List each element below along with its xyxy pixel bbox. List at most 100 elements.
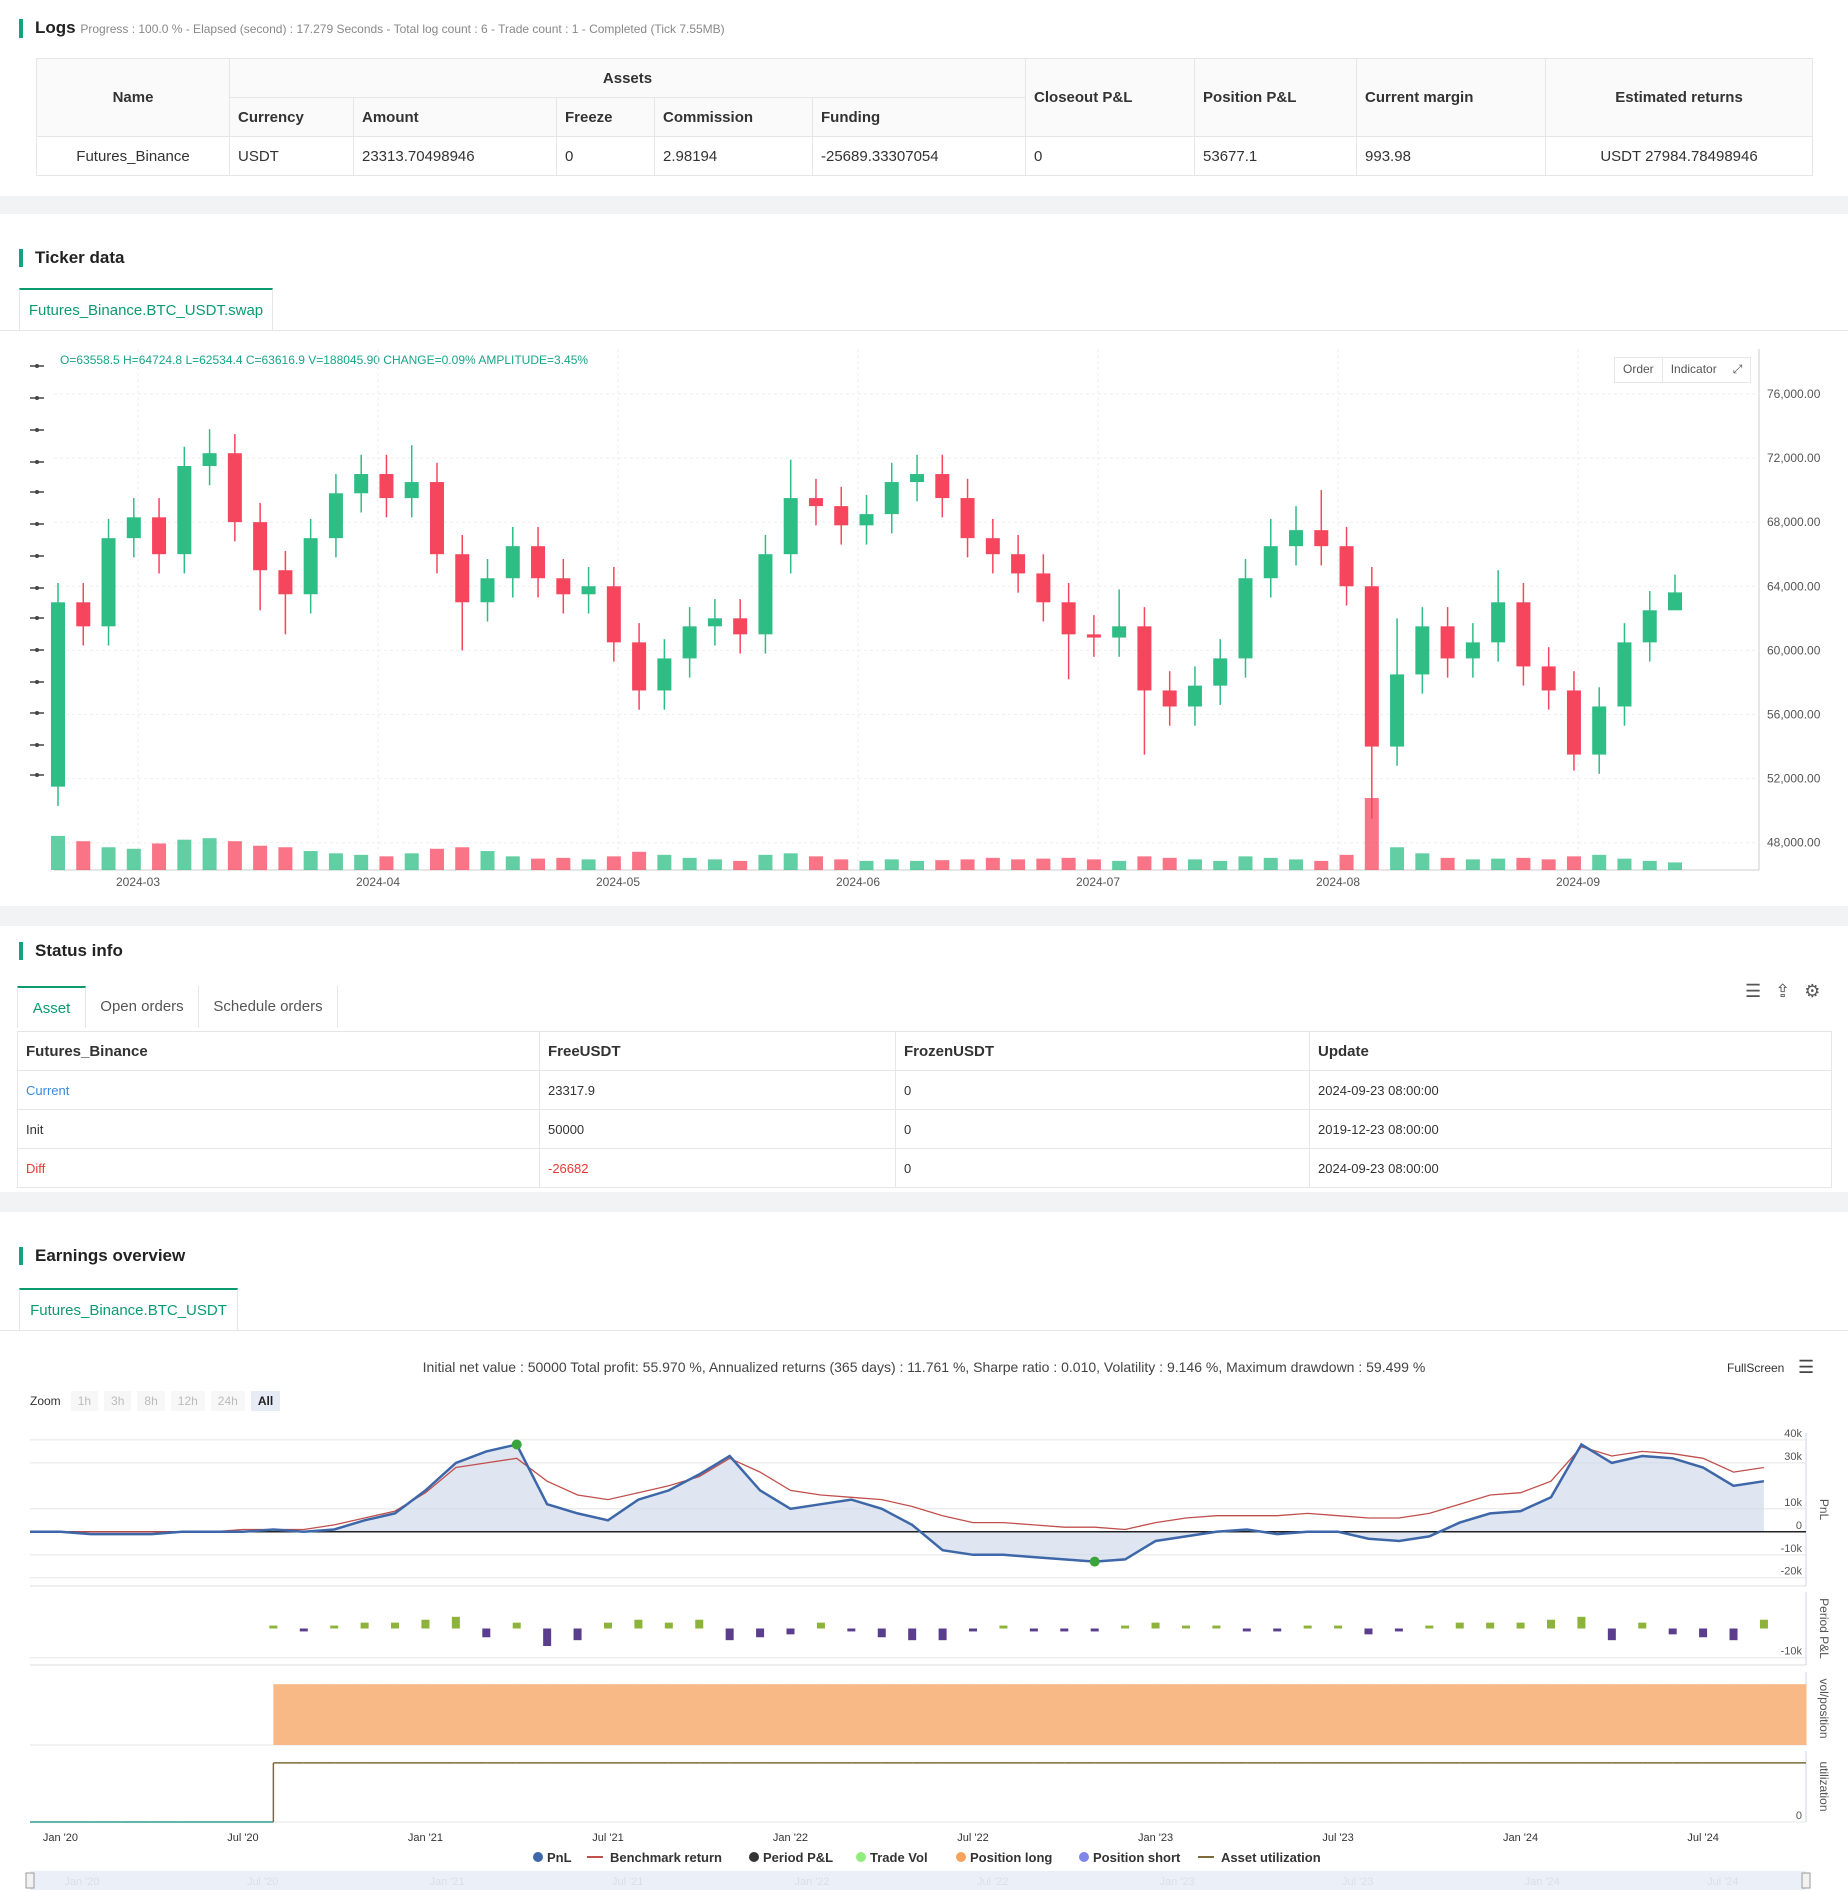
tool-icon[interactable]	[35, 680, 39, 684]
volume-bar	[884, 859, 899, 870]
position-area	[729, 1684, 761, 1745]
tool-icon[interactable]	[35, 428, 39, 432]
legend-label[interactable]: Position short	[1093, 1850, 1181, 1865]
x-tick-label: Jan '24	[1503, 1832, 1538, 1844]
tool-icon[interactable]	[35, 522, 39, 526]
volume-bar	[253, 845, 268, 870]
legend-label[interactable]: Asset utilization	[1221, 1850, 1321, 1865]
position-area	[1307, 1684, 1339, 1745]
menu-icon[interactable]: ☰	[1798, 1357, 1815, 1377]
tool-icon[interactable]	[35, 711, 39, 715]
zoom-button[interactable]: All	[250, 1391, 281, 1411]
period-bar	[1334, 1625, 1343, 1629]
cell: -25689.33307054	[811, 136, 1027, 176]
tab[interactable]: Open orders	[86, 986, 199, 1028]
position-area	[273, 1684, 305, 1745]
zoom-button[interactable]: 12h	[170, 1391, 205, 1411]
volume-bar	[177, 839, 192, 870]
legend-label[interactable]: Trade Vol	[870, 1850, 928, 1865]
volume-bar	[126, 848, 141, 870]
candle-body	[960, 498, 975, 539]
volume-bar	[556, 857, 571, 870]
volume-bar	[429, 848, 444, 870]
volume-bar	[935, 860, 950, 870]
period-bar	[421, 1619, 430, 1629]
period-bar	[969, 1628, 978, 1632]
candle-body	[1238, 578, 1253, 659]
legend-label[interactable]: Position long	[970, 1850, 1052, 1865]
tool-icon[interactable]	[35, 616, 39, 620]
position-area	[1003, 1684, 1035, 1745]
tool-icon[interactable]	[35, 743, 39, 747]
navigator[interactable]	[30, 1871, 1806, 1890]
period-bar	[299, 1628, 308, 1632]
candle-body	[1339, 546, 1354, 587]
tool-icon[interactable]	[35, 460, 39, 464]
period-bar	[1668, 1628, 1677, 1635]
benchmark-line	[30, 1446, 1764, 1533]
navigator-handle[interactable]	[25, 1872, 35, 1889]
period-bar	[1516, 1622, 1525, 1629]
period-bar	[1242, 1628, 1251, 1632]
cell: -26682	[539, 1148, 896, 1188]
y-tick-label: -10k	[1781, 1646, 1803, 1658]
tab[interactable]: Schedule orders	[199, 986, 338, 1028]
position-area	[699, 1684, 731, 1745]
indicator-button[interactable]: Indicator	[1670, 362, 1717, 376]
period-bar	[1729, 1628, 1738, 1641]
legend-marker[interactable]	[856, 1852, 866, 1862]
position-area	[1155, 1684, 1187, 1745]
tool-icon[interactable]	[35, 364, 39, 368]
candle-body	[480, 578, 495, 603]
header-cell: Freeze	[556, 97, 655, 137]
order-button[interactable]: Order	[1615, 358, 1663, 382]
candle-body	[935, 474, 950, 499]
candle-body	[429, 482, 444, 555]
volume-bar	[682, 857, 697, 870]
volume-bar	[581, 859, 596, 870]
period-bar	[1121, 1625, 1130, 1629]
volume-bar	[1289, 859, 1304, 870]
tool-icon[interactable]	[35, 773, 39, 777]
period-bar	[1577, 1616, 1586, 1629]
position-area	[1733, 1684, 1765, 1745]
candle-body	[202, 453, 217, 467]
earnings-chart: 40k 30k 10k 0 -10k -20k PnL -10k Period P&L 0 vol/…	[25, 1428, 1831, 1890]
expand-icon[interactable]: ⤢	[1732, 362, 1743, 376]
legend-label[interactable]: PnL	[547, 1850, 572, 1865]
legend-marker[interactable]	[956, 1852, 966, 1862]
tool-icon[interactable]	[35, 490, 39, 494]
candle-body	[1491, 602, 1506, 643]
period-bar	[1455, 1622, 1464, 1629]
zoom-button[interactable]: 8h	[137, 1391, 165, 1411]
tool-icon[interactable]	[35, 648, 39, 652]
toolbar-icons[interactable]: ☰⇪⚙	[1745, 981, 1835, 1001]
tool-icon[interactable]	[35, 396, 39, 400]
tool-icon[interactable]	[35, 554, 39, 558]
tab[interactable]: Futures_Binance.BTC_USDT.swap	[19, 288, 273, 330]
legend-marker[interactable]	[533, 1852, 543, 1862]
period-bar	[786, 1628, 795, 1635]
zoom-button[interactable]: 1h	[70, 1391, 99, 1411]
legend-label[interactable]: Benchmark return	[610, 1850, 722, 1865]
period-bar	[482, 1628, 491, 1638]
cell: Init	[17, 1109, 540, 1149]
fullscreen-button[interactable]: FullScreen	[1727, 1361, 1785, 1375]
zoom-button[interactable]: 24h	[210, 1391, 245, 1411]
tab[interactable]: Futures_Binance.BTC_USDT	[19, 1288, 238, 1330]
candle-body	[455, 554, 470, 603]
title-text: Logs	[35, 18, 76, 37]
period-bar	[1364, 1628, 1373, 1635]
x-tick-label: 2024-07	[1076, 875, 1120, 889]
navigator-handle[interactable]	[1801, 1872, 1811, 1889]
tab[interactable]: Asset	[17, 986, 86, 1028]
period-bar	[908, 1628, 917, 1641]
zoom-button[interactable]: 3h	[104, 1391, 132, 1411]
tool-icon[interactable]	[35, 586, 39, 590]
legend-marker[interactable]	[749, 1852, 759, 1862]
cell: 2019-12-23 08:00:00	[1309, 1109, 1832, 1149]
cell: 0	[895, 1070, 1310, 1110]
legend-label[interactable]: Period P&L	[763, 1850, 833, 1865]
separator	[0, 196, 1848, 214]
legend-marker[interactable]	[1079, 1852, 1089, 1862]
